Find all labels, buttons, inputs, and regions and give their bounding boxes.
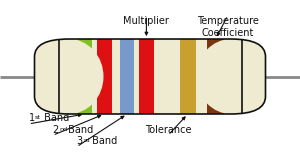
Text: Tolerance: Tolerance	[145, 125, 191, 135]
Text: Multiplier: Multiplier	[124, 16, 169, 26]
Text: 3: 3	[76, 136, 82, 146]
FancyBboxPatch shape	[34, 39, 266, 114]
Text: Band: Band	[41, 113, 69, 123]
Bar	[120, 39, 134, 114]
Text: rd: rd	[83, 138, 90, 143]
Ellipse shape	[196, 39, 266, 114]
Bar	[97, 39, 112, 114]
Text: 1: 1	[28, 113, 34, 123]
Text: Band: Band	[89, 136, 117, 146]
Text: Temperature
Coefficient: Temperature Coefficient	[197, 16, 259, 38]
Bar	[207, 39, 224, 114]
Text: Band: Band	[65, 125, 93, 135]
Text: nd: nd	[59, 127, 67, 132]
Bar	[78, 39, 92, 114]
Ellipse shape	[34, 39, 104, 114]
Bar	[180, 39, 196, 114]
Text: st: st	[35, 115, 41, 120]
Bar	[139, 39, 154, 114]
Text: 2: 2	[52, 125, 59, 135]
